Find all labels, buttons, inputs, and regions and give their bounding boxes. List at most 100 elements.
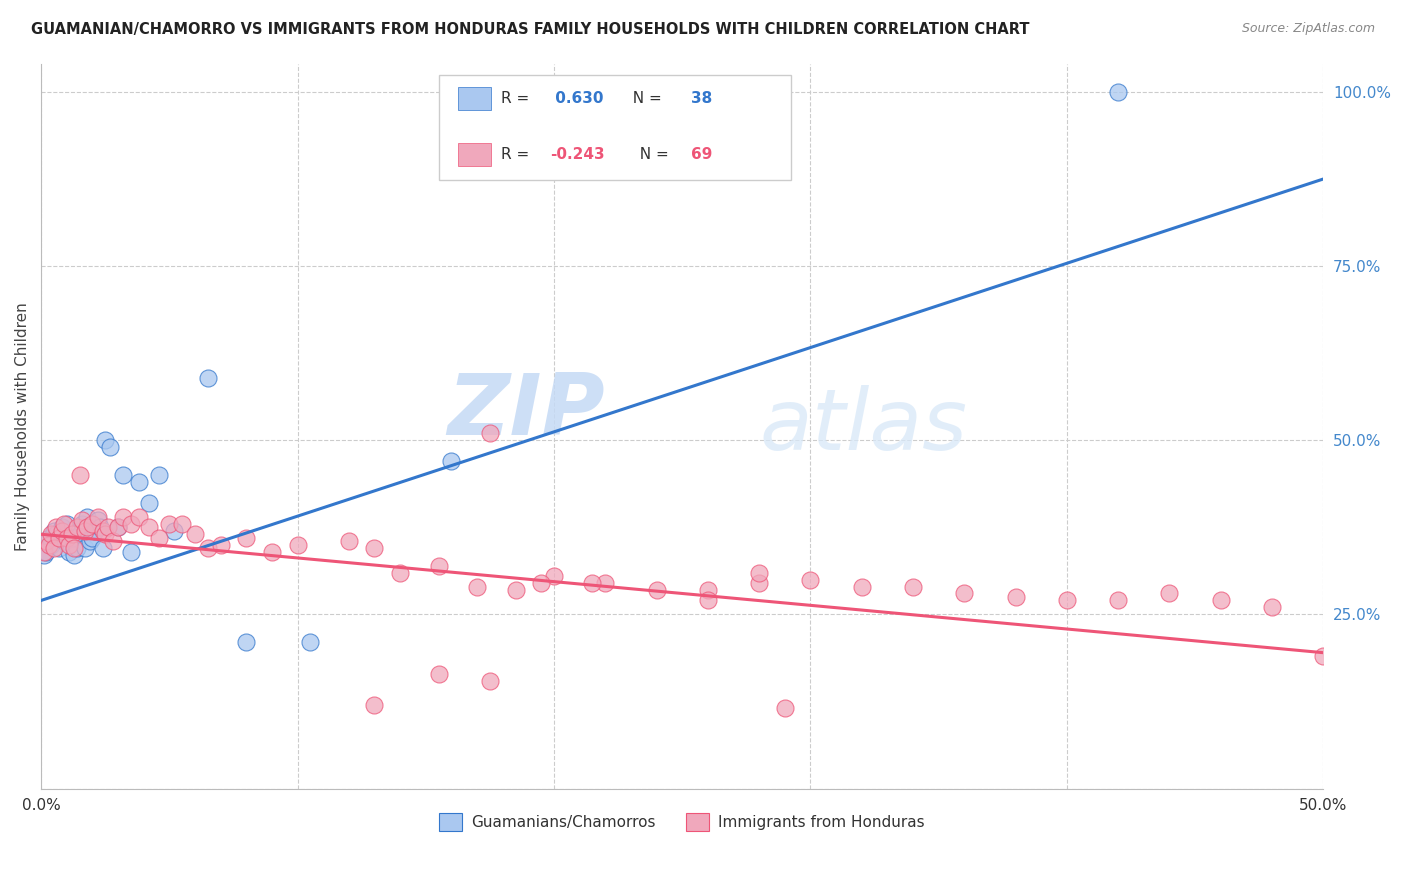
Point <box>543 569 565 583</box>
Point <box>35 544 58 558</box>
Point <box>260 544 283 558</box>
Point <box>58 544 80 558</box>
Point <box>773 701 796 715</box>
Point <box>53 534 76 549</box>
Point <box>128 509 150 524</box>
Point <box>86 509 108 524</box>
Point <box>91 541 114 556</box>
Point <box>66 541 89 556</box>
Point <box>98 440 121 454</box>
Point <box>1056 593 1078 607</box>
Point <box>63 541 86 556</box>
Point <box>41 538 63 552</box>
Point <box>748 566 770 580</box>
Point <box>32 548 55 562</box>
Point <box>427 666 450 681</box>
Point <box>128 475 150 489</box>
Point <box>48 531 70 545</box>
Point <box>645 582 668 597</box>
Point <box>45 527 67 541</box>
Point <box>138 520 160 534</box>
Text: N =: N = <box>623 91 666 106</box>
Point <box>82 516 104 531</box>
Point <box>197 370 219 384</box>
Point <box>58 538 80 552</box>
Point <box>41 527 63 541</box>
Point <box>38 531 60 545</box>
Point <box>94 527 117 541</box>
Point <box>76 520 98 534</box>
Point <box>70 516 93 531</box>
Point <box>112 509 135 524</box>
Point <box>60 527 83 541</box>
Point <box>172 516 194 531</box>
Point <box>696 582 718 597</box>
Text: -0.243: -0.243 <box>550 147 605 162</box>
Point <box>73 541 96 556</box>
Point <box>76 509 98 524</box>
FancyBboxPatch shape <box>458 87 491 111</box>
Legend: Guamanians/Chamorros, Immigrants from Honduras: Guamanians/Chamorros, Immigrants from Ho… <box>434 808 929 835</box>
Point <box>1209 593 1232 607</box>
Point <box>696 593 718 607</box>
Point <box>1107 85 1129 99</box>
Point <box>120 516 142 531</box>
Point <box>94 434 117 448</box>
Y-axis label: Family Households with Children: Family Households with Children <box>15 301 30 550</box>
Point <box>42 541 65 556</box>
Point <box>478 426 501 441</box>
Point <box>148 531 170 545</box>
Point <box>901 580 924 594</box>
Point <box>107 520 129 534</box>
Point <box>209 538 232 552</box>
Point <box>163 524 186 538</box>
Point <box>120 544 142 558</box>
Point <box>799 573 821 587</box>
Text: 0.630: 0.630 <box>550 91 603 106</box>
Point <box>112 468 135 483</box>
Point <box>69 527 91 541</box>
Text: N =: N = <box>630 147 673 162</box>
Point <box>1159 586 1181 600</box>
Point <box>32 544 55 558</box>
Point <box>148 468 170 483</box>
Point <box>157 516 180 531</box>
Point <box>97 520 120 534</box>
Text: ZIP: ZIP <box>447 370 605 453</box>
Point <box>1004 590 1026 604</box>
Point <box>60 531 83 545</box>
Point <box>287 538 309 552</box>
Text: atlas: atlas <box>759 384 967 467</box>
Point <box>235 531 257 545</box>
Text: R =: R = <box>502 91 534 106</box>
Point <box>51 520 73 534</box>
Point <box>138 496 160 510</box>
Point <box>299 635 322 649</box>
Point <box>73 524 96 538</box>
FancyBboxPatch shape <box>458 143 491 166</box>
Point <box>197 541 219 556</box>
Text: 69: 69 <box>692 147 713 162</box>
Point <box>184 527 207 541</box>
Point <box>953 586 976 600</box>
Point <box>82 531 104 545</box>
Point <box>42 524 65 538</box>
Point <box>851 580 873 594</box>
Point <box>389 566 412 580</box>
Text: 38: 38 <box>692 91 713 106</box>
Point <box>84 524 107 538</box>
Point <box>427 558 450 573</box>
Point <box>101 534 124 549</box>
Point <box>1261 600 1284 615</box>
FancyBboxPatch shape <box>439 75 792 180</box>
Point <box>66 520 89 534</box>
Point <box>1107 593 1129 607</box>
Point <box>69 468 91 483</box>
Point <box>70 513 93 527</box>
Point <box>530 576 553 591</box>
Point <box>35 534 58 549</box>
Text: Source: ZipAtlas.com: Source: ZipAtlas.com <box>1241 22 1375 36</box>
Point <box>55 531 77 545</box>
Point <box>440 454 463 468</box>
Point <box>89 520 111 534</box>
